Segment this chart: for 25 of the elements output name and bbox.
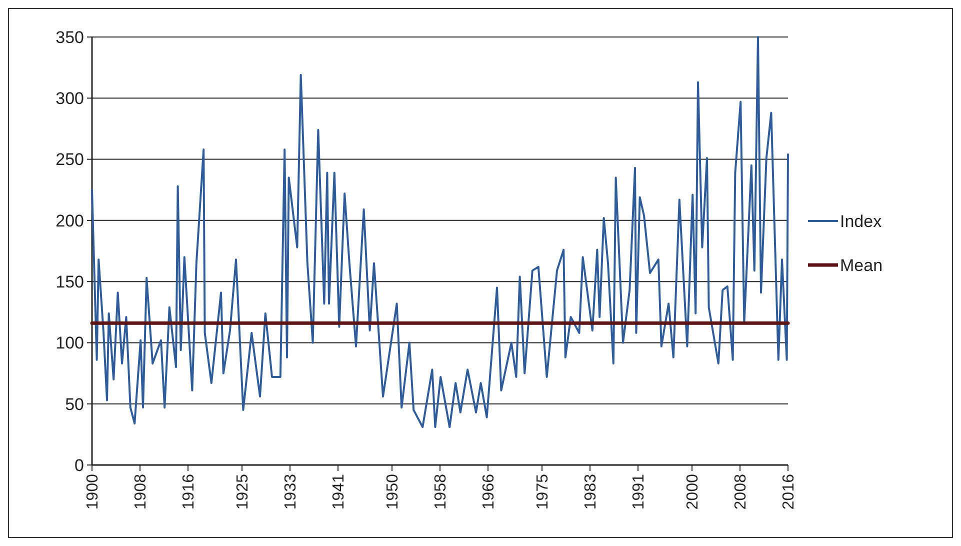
x-tick-label: 1991 [630, 474, 648, 510]
x-tick-label: 1933 [282, 474, 300, 510]
x-tick-label: 1916 [180, 474, 198, 510]
x-tick-label: 1983 [582, 474, 600, 510]
y-tick-label: 200 [56, 211, 84, 230]
y-tick-label: 150 [56, 272, 84, 292]
y-tick-label: 100 [56, 334, 84, 353]
y-tick-label: 0 [74, 456, 84, 475]
x-tick-label: 2008 [732, 474, 750, 510]
legend-label: Index [840, 212, 882, 231]
legend-label: Mean [840, 256, 883, 275]
x-tick-label: 2000 [684, 474, 702, 510]
x-tick-label: 1908 [132, 474, 150, 510]
y-tick-label: 300 [56, 89, 84, 108]
y-tick-label: 50 [65, 394, 84, 414]
x-tick-label: 1966 [480, 474, 498, 510]
x-tick-label: 1958 [432, 474, 450, 510]
x-tick-label: 1950 [384, 474, 402, 510]
x-tick-label: 1925 [234, 474, 252, 510]
x-tick-label: 2016 [780, 474, 798, 510]
y-tick-label: 350 [56, 28, 84, 47]
x-tick-label: 1900 [84, 474, 102, 510]
x-tick-label: 1941 [330, 474, 348, 510]
y-tick-label: 250 [56, 150, 84, 170]
x-tick-label: 1975 [534, 474, 552, 510]
